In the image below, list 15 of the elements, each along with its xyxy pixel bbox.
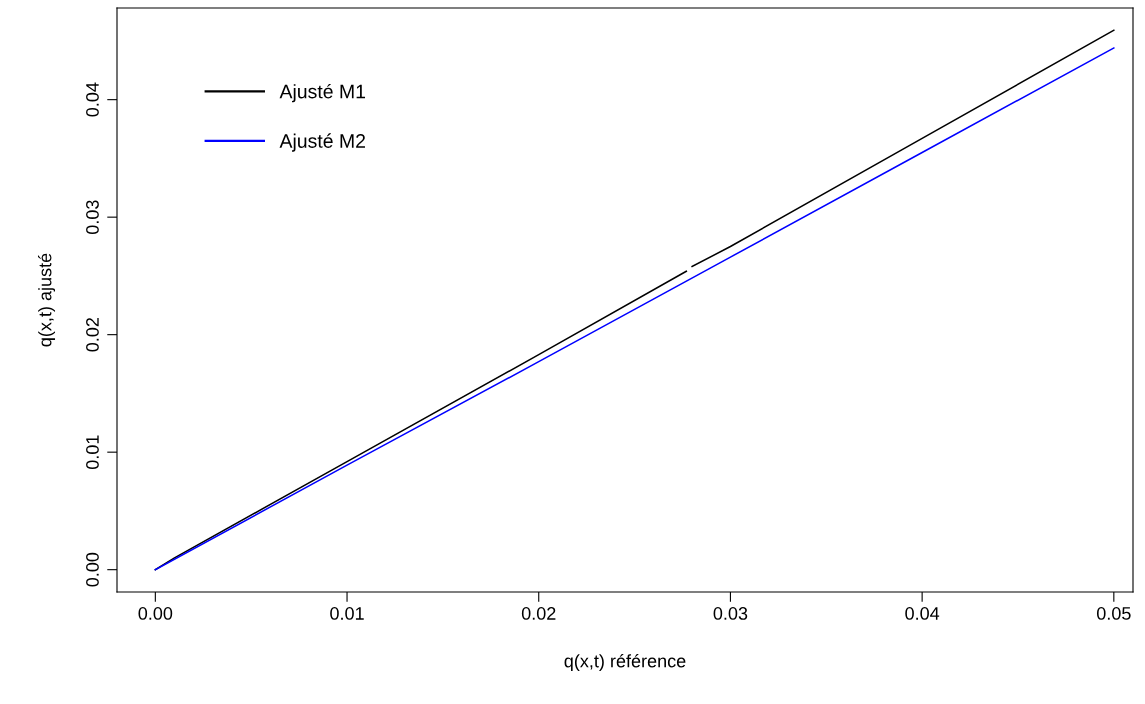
x-tick-label: 0.04 [905,607,940,620]
x-tick-label: 0.03 [713,607,748,620]
y-tick-label: 0.00 [86,552,99,587]
legend-label: Ajusté M1 [279,83,366,103]
y-tick-label: 0.03 [86,200,99,235]
y-tick-label: 0.04 [86,82,99,117]
y-tick-label: 0.02 [86,318,99,352]
x-tick-label: 0.01 [330,607,364,620]
x-axis-title: q(x,t) référence [564,653,686,672]
x-tick-label: 0.00 [138,607,173,620]
legend-label: Ajusté M2 [279,133,365,152]
y-tick-label: 0.01 [86,435,99,470]
x-tick-label: 0.02 [521,607,556,620]
y-axis-title: q(x,t) ajusté [37,253,56,347]
x-tick-label: 0.05 [1096,607,1131,620]
